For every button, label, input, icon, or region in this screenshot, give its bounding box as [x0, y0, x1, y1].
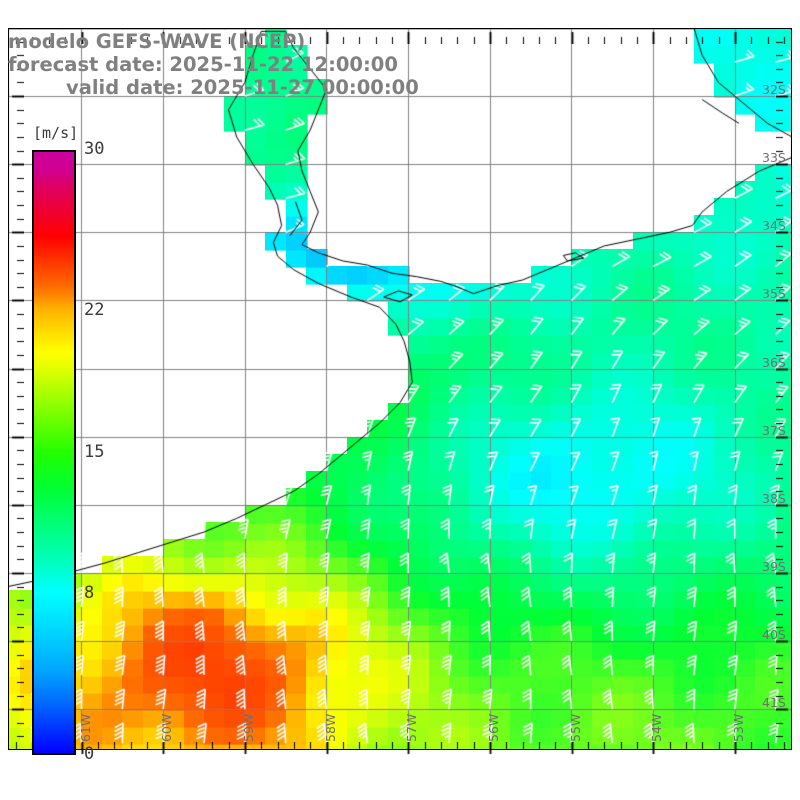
valid-date-line: valid date: 2025-11-27 00:00:00 — [66, 76, 419, 99]
left-tick-ruler — [0, 0, 24, 800]
bottom-tick-ruler — [0, 742, 800, 772]
longitude-label-54W: 54W — [649, 713, 665, 742]
model-name-line: modelo GEFS-WAVE (NCEP) — [8, 30, 306, 53]
longitude-label-55W: 55W — [567, 713, 583, 742]
colorbar-unit-label: [m/s] — [33, 124, 79, 142]
longitude-label-53W: 53W — [730, 713, 746, 742]
latitude-label-39S: 39S — [762, 558, 786, 574]
coastline-layer — [8, 28, 792, 750]
longitude-label-60W: 60W — [159, 713, 175, 742]
longitude-label-56W: 56W — [485, 713, 501, 742]
latitude-label-35S: 35S — [762, 286, 786, 302]
latitude-label-37S: 37S — [762, 422, 786, 438]
latitude-label-41S: 41S — [762, 695, 786, 711]
map-title-block: modelo GEFS-WAVE (NCEP) forecast date: 2… — [0, 30, 520, 99]
right-tick-ruler — [776, 0, 800, 800]
latitude-label-38S: 38S — [762, 490, 786, 506]
colorbar-legend[interactable]: [m/s] 30 22 15 8 0 — [32, 124, 104, 764]
map-plot-area[interactable] — [8, 28, 792, 750]
colorbar-tick-0: 0 — [84, 744, 95, 764]
colorbar-tick-22: 22 — [84, 300, 105, 321]
forecast-date-line: forecast date: 2025-11-22 12:00:00 — [8, 53, 398, 76]
latitude-label-33S: 33S — [762, 150, 786, 166]
latitude-label-34S: 34S — [762, 218, 786, 234]
longitude-label-59W: 59W — [240, 713, 256, 742]
longitude-label-58W: 58W — [322, 713, 338, 742]
longitude-label-57W: 57W — [404, 713, 420, 742]
latitude-label-36S: 36S — [762, 354, 786, 370]
latitude-label-32S: 32S — [762, 82, 786, 98]
top-tick-ruler — [0, 14, 800, 44]
colorbar-gradient-icon — [32, 150, 76, 755]
colorbar-tick-15: 15 — [84, 441, 105, 462]
colorbar-tick-8: 8 — [84, 582, 95, 603]
latitude-label-40S: 40S — [762, 627, 786, 643]
colorbar-tick-30: 30 — [84, 139, 105, 159]
longitude-label-61W: 61W — [77, 713, 93, 742]
